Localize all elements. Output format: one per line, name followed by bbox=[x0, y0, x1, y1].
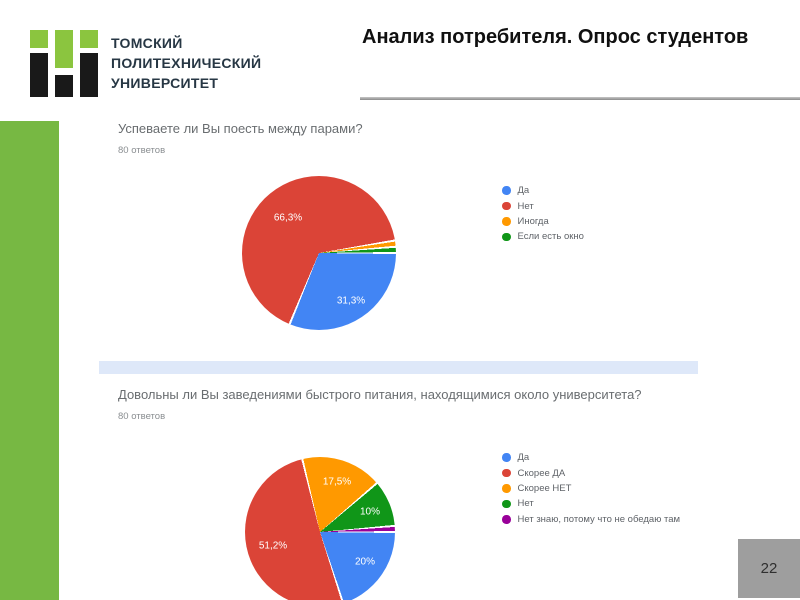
university-name-line: ПОЛИТЕХНИЧЕСКИЙ bbox=[111, 55, 262, 71]
legend-label: Нет знаю, потому что не обедаю там bbox=[517, 513, 681, 525]
page-number-box: 22 bbox=[738, 539, 800, 598]
responses-count-1: 80 ответов bbox=[118, 145, 166, 156]
legend-color-dot bbox=[502, 217, 511, 226]
legend-label: Нет bbox=[517, 200, 534, 212]
section-divider-band bbox=[99, 361, 698, 374]
slice-label: 17,5% bbox=[322, 476, 352, 488]
pie-chart-2: 51,2% 17,5% 10% 20% bbox=[245, 457, 395, 600]
legend-item: Нет bbox=[502, 198, 584, 213]
pie-legend-2: Да Скорее ДА Скорее НЕТ Нет Нет знаю, потому… bbox=[502, 450, 680, 527]
legend-item: Нет знаю, потому что не обедаю там bbox=[502, 512, 680, 527]
legend-color-dot bbox=[502, 453, 511, 462]
legend-color-dot bbox=[502, 186, 511, 195]
legend-color-dot bbox=[502, 232, 511, 242]
title-underline bbox=[360, 97, 800, 100]
responses-count-2: 80 ответов bbox=[118, 411, 166, 422]
legend-item: Если есть окно bbox=[502, 229, 584, 244]
pie-chart-1: 66,3% 31,3% bbox=[242, 176, 396, 330]
legend-color-dot bbox=[502, 499, 511, 509]
survey-question-2: Довольны ли Вы заведениями быстрого пита… bbox=[118, 387, 642, 402]
green-sidebar bbox=[0, 121, 59, 600]
legend-color-dot bbox=[502, 515, 511, 524]
legend-label: Скорее ДА bbox=[517, 467, 566, 479]
legend-label: Иногда bbox=[517, 215, 549, 227]
legend-color-dot bbox=[502, 201, 511, 211]
legend-item: Скорее НЕТ bbox=[502, 481, 680, 496]
university-name-line: ТОМСКИЙ bbox=[111, 35, 183, 51]
university-logo: ТОМСКИЙ ПОЛИТЕХНИЧЕСКИЙ УНИВЕРСИТЕТ bbox=[30, 30, 261, 97]
legend-item: Да bbox=[502, 183, 584, 198]
legend-label: Если есть окно bbox=[517, 231, 584, 243]
slice-label: 66,3% bbox=[273, 212, 303, 224]
university-name: ТОМСКИЙ ПОЛИТЕХНИЧЕСКИЙ УНИВЕРСИТЕТ bbox=[111, 30, 261, 97]
tpu-logo-icon bbox=[30, 30, 98, 97]
pie-legend-1: Да Нет Иногда Если есть окно bbox=[502, 183, 584, 245]
slice-label: 20% bbox=[354, 556, 376, 568]
slice-label: 51,2% bbox=[258, 540, 288, 552]
legend-label: Да bbox=[517, 185, 530, 197]
university-name-line: УНИВЕРСИТЕТ bbox=[111, 75, 219, 91]
survey-question-1: Успеваете ли Вы поесть между парами? bbox=[118, 121, 363, 136]
legend-item: Иногда bbox=[502, 214, 584, 229]
slice-label: 10% bbox=[359, 506, 381, 518]
legend-color-dot bbox=[502, 484, 511, 493]
legend-item: Да bbox=[502, 450, 680, 465]
legend-color-dot bbox=[502, 468, 511, 478]
slice-label: 31,3% bbox=[336, 295, 366, 307]
legend-item: Нет bbox=[502, 496, 680, 511]
legend-item: Скорее ДА bbox=[502, 465, 680, 480]
slide-title: Анализ потребителя. Опрос студентов bbox=[362, 26, 749, 48]
legend-label: Нет bbox=[517, 498, 534, 510]
legend-label: Да bbox=[517, 452, 530, 464]
page-number: 22 bbox=[760, 560, 778, 577]
legend-label: Скорее НЕТ bbox=[517, 482, 572, 494]
